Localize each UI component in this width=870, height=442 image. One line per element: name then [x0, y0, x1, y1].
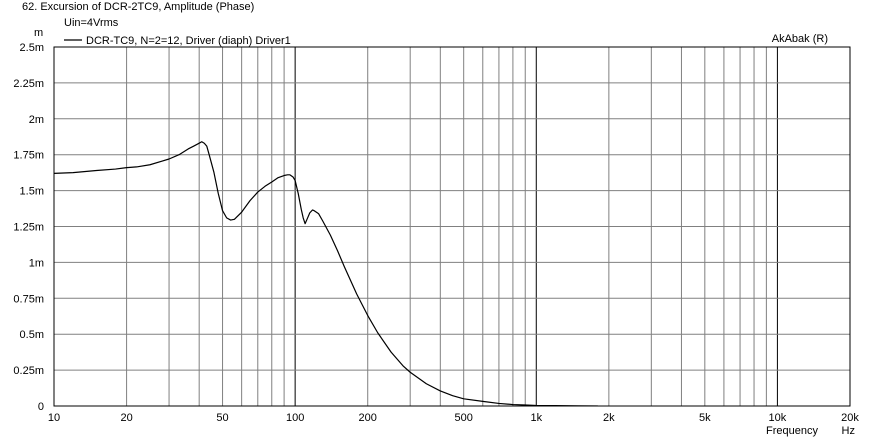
chart-subtitle: Uin=4Vrms	[64, 17, 119, 29]
x-tick-label: 2k	[603, 412, 615, 424]
x-tick-label: 1k	[530, 412, 542, 424]
legend: DCR-TC9, N=2=12, Driver (diaph) Driver1	[64, 35, 291, 47]
y-tick-label: 1.5m	[20, 186, 44, 198]
y-tick-label: 1.75m	[13, 150, 44, 162]
y-tick-label: 0.5m	[20, 329, 44, 341]
y-tick-label: 2m	[29, 114, 44, 126]
chart-title: 62. Excursion of DCR-2TC9, Amplitude (Ph…	[22, 1, 254, 13]
x-tick-label: 100	[286, 412, 304, 424]
y-tick-label: 0	[38, 401, 44, 413]
x-tick-label: 10	[48, 412, 60, 424]
x-tick-label: 20	[120, 412, 132, 424]
x-tick-labels: 10 20 50 100 200 500 1k 2k 5k 10k 20k	[48, 412, 859, 424]
watermark-label: AkAbak (R)	[772, 33, 828, 45]
y-tick-label: 0.25m	[13, 365, 44, 377]
x-tick-label: 20k	[841, 412, 859, 424]
x-tick-label: 500	[455, 412, 473, 424]
y-tick-label: 2.5m	[20, 42, 44, 54]
plot-frame	[53, 46, 851, 407]
x-axis-label: Frequency	[766, 425, 818, 437]
y-tick-label: 2.25m	[13, 78, 44, 90]
x-tick-label: 50	[216, 412, 228, 424]
y-tick-label: 1.25m	[13, 222, 44, 234]
x-tick-label: 10k	[769, 412, 787, 424]
x-axis-unit-label: Hz	[842, 425, 855, 437]
y-tick-labels: 0 0.25m 0.5m 0.75m 1m 1.25m 1.5m 1.75m 2m 2.25m 2.…	[13, 42, 44, 413]
x-tick-label: 200	[359, 412, 377, 424]
legend-entry-label: DCR-TC9, N=2=12, Driver (diaph) Driver1	[86, 35, 291, 47]
x-tick-label: 5k	[699, 412, 711, 424]
data-layer	[53, 141, 598, 407]
y-tick-label: 1m	[29, 257, 44, 269]
grid	[54, 47, 850, 406]
y-axis-unit-label: m	[34, 27, 43, 39]
series-line	[53, 141, 598, 407]
y-tick-label: 0.75m	[13, 293, 44, 305]
